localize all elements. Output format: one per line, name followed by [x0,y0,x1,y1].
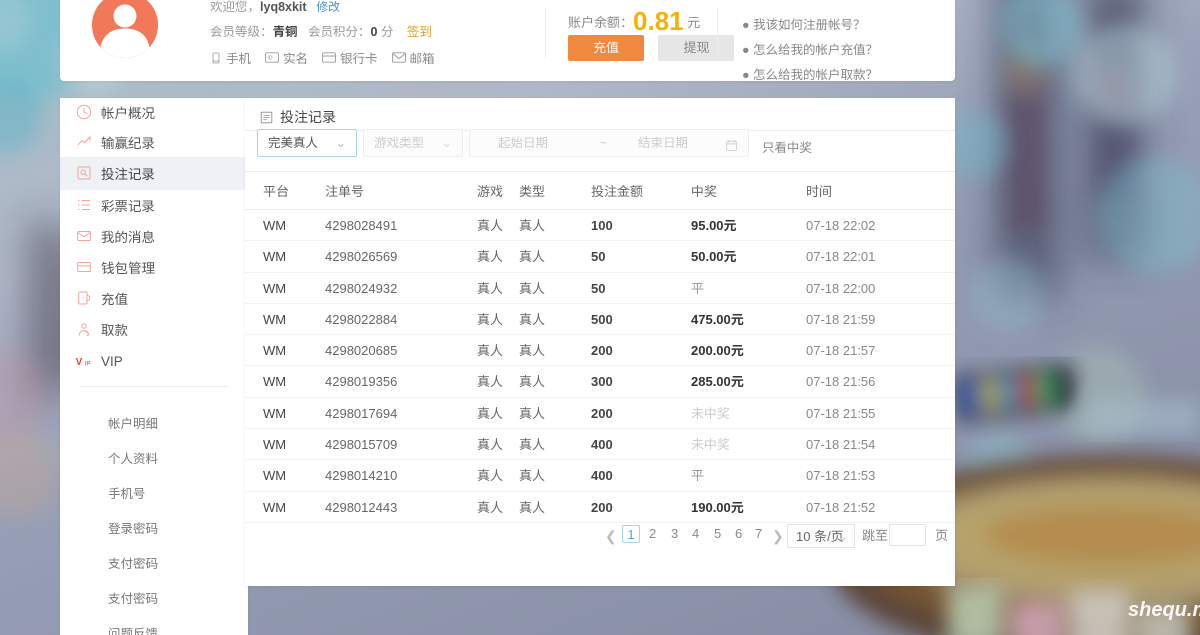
svg-text:V: V [76,357,83,368]
svg-text:ID: ID [267,56,272,62]
svg-text:IP: IP [85,362,91,368]
